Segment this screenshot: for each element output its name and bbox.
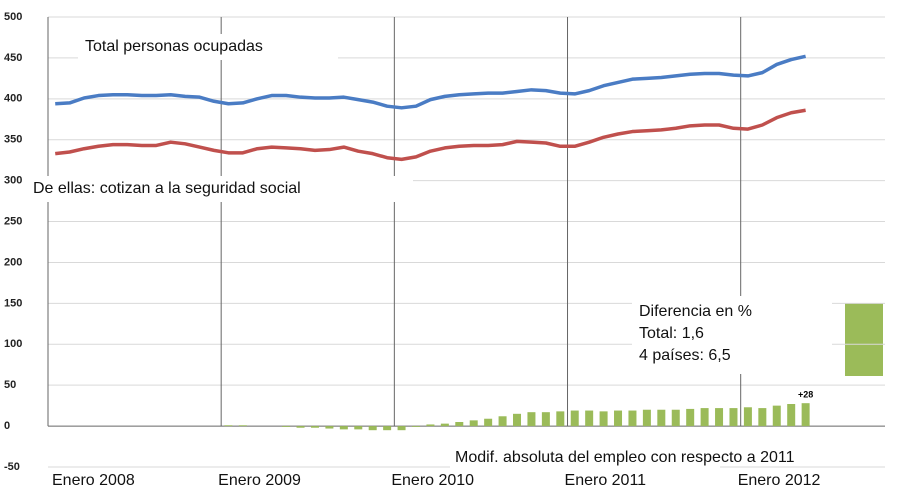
- bar: [513, 413, 522, 427]
- bar: [743, 407, 752, 427]
- bar: [411, 426, 420, 427]
- bar: [671, 409, 680, 427]
- bar: [700, 408, 709, 427]
- y-tick-label: -50: [4, 461, 20, 473]
- bar: [527, 412, 536, 427]
- y-tick-label: 400: [4, 93, 22, 105]
- series-label: De ellas: cotizan a la seguridad social: [33, 180, 301, 197]
- y-tick-label: 300: [4, 175, 22, 187]
- bar: [556, 411, 565, 427]
- bar: [484, 418, 493, 427]
- line: [55, 108, 806, 162]
- y-tick-label: 200: [4, 256, 22, 268]
- y-tick-label: 250: [4, 215, 22, 227]
- x-tick-label: Enero 2010: [391, 472, 474, 489]
- y-tick-label: 350: [4, 134, 22, 146]
- bar: [585, 410, 594, 427]
- bar: [339, 426, 348, 430]
- label-box: [28, 176, 413, 202]
- bar: [498, 416, 507, 427]
- y-tick-label: 100: [4, 338, 22, 350]
- bar: [224, 425, 233, 427]
- bar: [570, 410, 579, 427]
- label-box: [78, 34, 338, 60]
- series-label: Total personas ocupadas: [85, 38, 263, 55]
- data-label: +28: [798, 390, 813, 400]
- y-tick-label: 50: [4, 379, 16, 391]
- bar: [657, 409, 666, 427]
- bar: [599, 411, 608, 427]
- bar: [426, 424, 435, 427]
- bar: [383, 426, 392, 431]
- bar: [758, 408, 767, 427]
- bar: [628, 410, 637, 427]
- bar: [325, 426, 334, 429]
- bar: [440, 423, 449, 427]
- bar: [455, 422, 464, 427]
- y-tick-label: 150: [4, 297, 22, 309]
- bar: [729, 408, 738, 427]
- y-tick-label: 0: [4, 420, 10, 432]
- x-tick-label: Enero 2011: [565, 472, 647, 489]
- bar: [354, 426, 363, 430]
- annotation: Diferencia en %: [639, 303, 752, 320]
- bar: [642, 409, 651, 427]
- series-label: Modif. absoluta del empleo con respecto …: [455, 449, 795, 466]
- bar: [614, 410, 623, 427]
- x-tick-label: Enero 2009: [218, 472, 301, 489]
- bar: [686, 408, 695, 427]
- x-tick-label: Enero 2008: [52, 472, 135, 489]
- annotation: 4 países: 6,5: [639, 347, 731, 364]
- bar: [772, 405, 781, 427]
- bar: [282, 426, 291, 427]
- line: [55, 54, 807, 110]
- bar: [238, 425, 247, 427]
- bar: [368, 426, 377, 431]
- bar: [541, 412, 550, 427]
- bar: [296, 426, 305, 428]
- bar: [801, 403, 810, 427]
- decoration: [845, 303, 883, 376]
- y-tick-label: 500: [4, 11, 22, 23]
- label-box: [632, 296, 832, 374]
- x-tick-label: Enero 2012: [738, 472, 821, 489]
- bar: [310, 426, 319, 428]
- bar: [715, 408, 724, 427]
- label-box: [450, 445, 720, 471]
- bar: [469, 420, 478, 427]
- y-tick-label: 450: [4, 52, 22, 64]
- annotation: Total: 1,6: [639, 325, 704, 342]
- bar: [787, 404, 796, 427]
- bar: [397, 426, 406, 431]
